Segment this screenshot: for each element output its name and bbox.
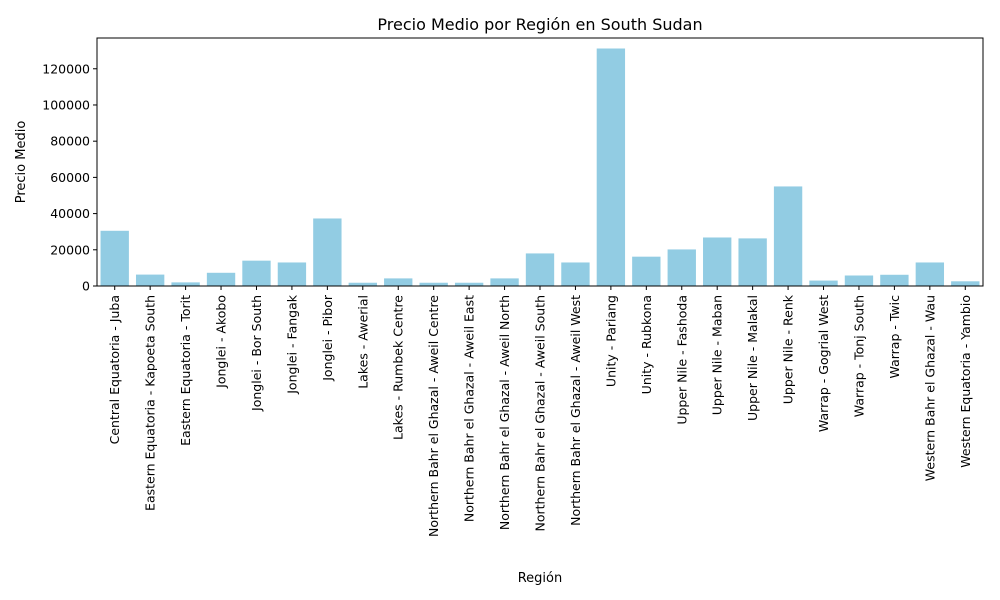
bar: [313, 218, 342, 286]
bar: [419, 282, 448, 286]
bar: [951, 281, 980, 286]
bar: [206, 272, 236, 286]
x-tick-label: Warrap - Gogrial West: [816, 295, 831, 432]
x-tick-label: Eastern Equatoria - Kapoeta South: [143, 295, 158, 511]
bar: [667, 249, 696, 286]
x-tick-label: Lakes - Awerial: [355, 295, 370, 389]
bar: [277, 262, 307, 286]
x-axis: Central Equatoria - Juba Eastern Equatori…: [107, 286, 973, 537]
bar: [171, 282, 200, 286]
y-tick-label: 0: [82, 279, 90, 294]
x-tick-label: Northern Bahr el Ghazal - Aweil South: [533, 295, 548, 532]
bar: [738, 238, 767, 286]
x-tick-label: Northern Bahr el Ghazal - Aweil East: [462, 295, 477, 522]
x-tick-label: Jonglei - Pibor: [320, 294, 335, 382]
y-tick-label: 120000: [42, 61, 90, 76]
x-tick-label: Western Bahr el Ghazal - Wau: [922, 295, 937, 481]
x-tick-label: Central Equatoria - Juba: [107, 295, 122, 444]
x-tick-label: Eastern Equatoria - Torit: [178, 295, 193, 446]
plot-frame: [96, 37, 984, 287]
x-tick-label: Unity - Pariang: [603, 295, 618, 387]
x-tick-label: Northern Bahr el Ghazal - Aweil Centre: [426, 295, 441, 537]
bars-group: [100, 48, 980, 287]
x-tick-label: Jonglei - Akobo: [214, 295, 229, 389]
bar: [844, 275, 874, 286]
bar: [773, 186, 803, 286]
x-tick-label: Unity - Rubkona: [639, 295, 654, 394]
y-tick-label: 80000: [50, 134, 90, 149]
bar: [135, 274, 165, 286]
bar: [490, 278, 519, 286]
bar: [915, 262, 945, 286]
x-tick-label: Warrap - Tonj South: [851, 295, 866, 417]
bar: [632, 256, 661, 286]
bar: [348, 282, 377, 286]
y-tick-label: 40000: [50, 206, 90, 221]
chart-title: Precio Medio por Región en South Sudan: [377, 15, 702, 34]
y-axis: 0 20000 40000 60000 80000 100000 120000: [42, 61, 97, 294]
bar: [561, 262, 590, 286]
bar: [809, 280, 838, 286]
x-tick-label: Northern Bahr el Ghazal - Aweil West: [568, 295, 583, 526]
bar: [525, 253, 555, 286]
x-tick-label: Upper Nile - Malakal: [745, 295, 760, 421]
y-tick-label: 20000: [50, 242, 90, 257]
x-tick-label: Jonglei - Fangak: [284, 294, 299, 395]
bar: [596, 48, 626, 287]
bar: [880, 274, 909, 286]
x-tick-label: Upper Nile - Maban: [710, 295, 725, 415]
bar: [384, 278, 413, 286]
x-tick-label: Northern Bahr el Ghazal - Aweil North: [497, 295, 512, 530]
x-tick-label: Jonglei - Bor South: [249, 295, 264, 412]
x-tick-label: Upper Nile - Fashoda: [674, 295, 689, 425]
x-tick-label: Warrap - Twic: [887, 295, 902, 379]
y-tick-label: 100000: [42, 97, 90, 112]
bar: [454, 282, 484, 286]
y-axis-title: Precio Medio: [14, 121, 29, 204]
x-tick-label: Upper Nile - Renk: [781, 294, 796, 404]
bar: [703, 237, 732, 286]
x-tick-label: Lakes - Rumbek Centre: [391, 295, 406, 440]
bar: [100, 230, 129, 286]
bar: [242, 260, 271, 286]
x-axis-title: Región: [518, 571, 563, 586]
x-tick-label: Western Equatoria - Yambio: [958, 295, 973, 468]
y-tick-label: 60000: [50, 170, 90, 185]
